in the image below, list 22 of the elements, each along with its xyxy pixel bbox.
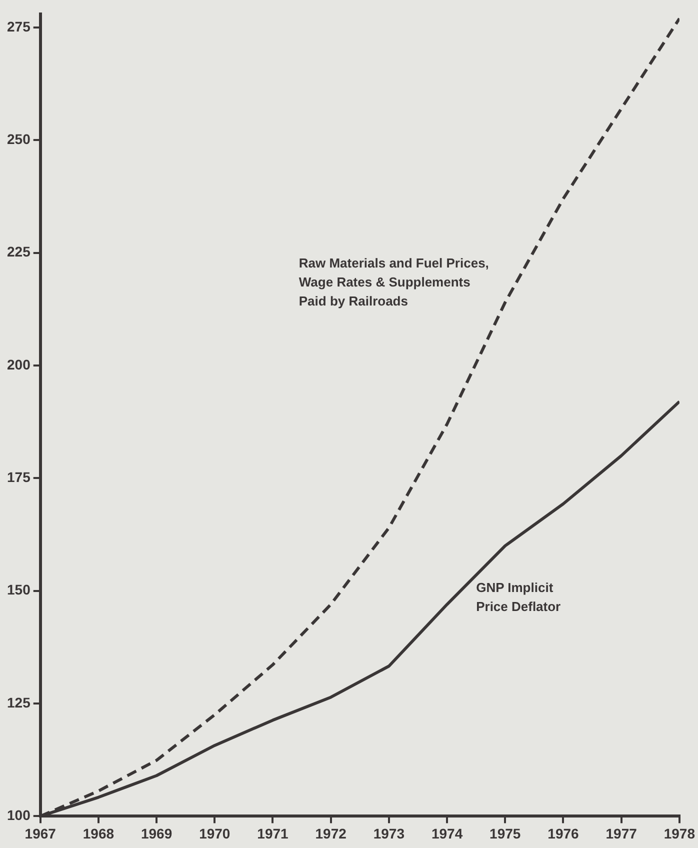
y-tick-label: 150 — [7, 582, 31, 598]
x-tick-label: 1978 — [664, 825, 696, 842]
x-tick-label: 1969 — [140, 825, 172, 842]
y-tick-label: 275 — [7, 18, 31, 34]
y-tick-label: 225 — [7, 244, 31, 260]
y-tick-label: 175 — [7, 469, 31, 486]
x-tick-label: 1968 — [82, 825, 114, 842]
series-label: Raw Materials and Fuel Prices, Wage Rates & Supplements Paid by Railroads — [298, 255, 489, 308]
x-tick-label: 1973 — [373, 825, 405, 842]
x-tick-label: 1976 — [548, 825, 580, 842]
y-tick-label: 100 — [7, 807, 31, 824]
x-tick-label: 1977 — [606, 825, 638, 842]
series-label: GNP Implicit Price Deflator — [476, 580, 561, 614]
x-tick-label: 1972 — [315, 825, 347, 842]
x-tick-label: 1971 — [257, 825, 289, 842]
x-tick-label: 1974 — [431, 825, 463, 842]
y-tick-label: 200 — [7, 356, 31, 372]
x-tick-label: 1967 — [24, 825, 56, 842]
y-tick-label: 125 — [7, 694, 31, 710]
x-tick-label: 1975 — [490, 825, 521, 842]
y-tick-label: 250 — [7, 131, 31, 148]
x-tick-label: 1970 — [199, 825, 230, 842]
